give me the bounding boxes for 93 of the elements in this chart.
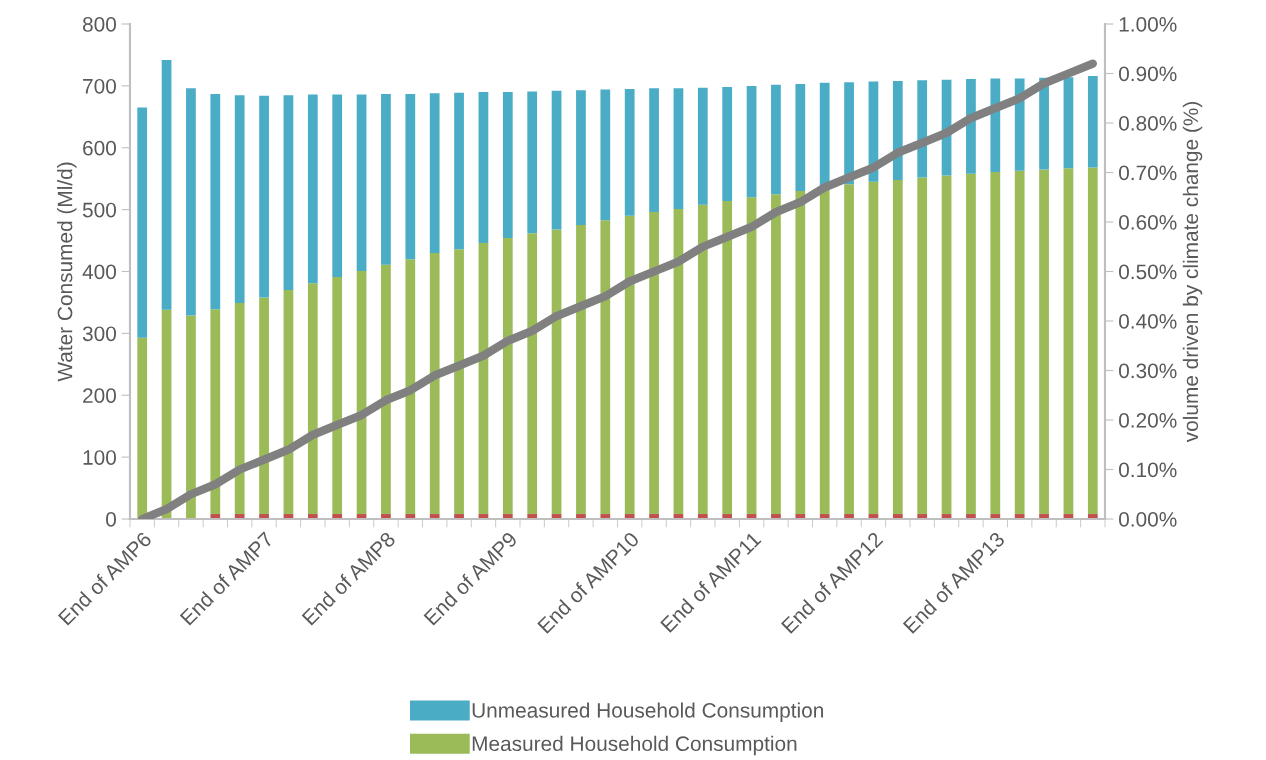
y-tick-label: 800 xyxy=(82,17,116,32)
bar xyxy=(210,93,221,310)
bar xyxy=(722,87,733,201)
y-tick-label: 400 xyxy=(82,264,116,280)
bar xyxy=(746,85,757,198)
bar xyxy=(405,93,416,260)
y-axis-title: Water Consumed (Ml/d) xyxy=(57,162,77,382)
y2-axis-title: volume driven by climate change (%) xyxy=(1182,101,1203,443)
bar xyxy=(600,89,611,221)
bar xyxy=(673,88,684,210)
bar xyxy=(454,249,464,515)
bar xyxy=(259,95,269,298)
bar xyxy=(576,90,586,226)
bar xyxy=(307,283,318,515)
bar xyxy=(307,94,318,284)
bar xyxy=(1039,77,1049,170)
legend-label: Unmeasured Household Consumption xyxy=(472,702,823,722)
bar xyxy=(795,84,806,192)
bar xyxy=(161,59,172,310)
y2-tick-label: 0.40% xyxy=(1119,314,1177,329)
bar xyxy=(137,107,148,338)
bar xyxy=(234,303,245,515)
bar xyxy=(429,252,440,515)
y-tick-label: 0 xyxy=(106,512,116,527)
bar xyxy=(527,233,538,515)
bar xyxy=(381,264,391,515)
bar xyxy=(844,82,854,185)
bar xyxy=(137,337,148,519)
y-tick-label: 600 xyxy=(83,140,116,156)
y2-tick-label: 0.90% xyxy=(1119,66,1177,82)
bar xyxy=(576,225,586,515)
bar xyxy=(478,92,489,244)
bar xyxy=(868,181,879,515)
bar xyxy=(210,309,221,515)
y2-tick-label: 0.30% xyxy=(1119,363,1177,379)
bar xyxy=(722,200,733,515)
bar xyxy=(332,94,343,278)
bar xyxy=(1063,77,1074,169)
bar xyxy=(892,80,903,180)
bar xyxy=(1063,168,1074,515)
bar xyxy=(429,93,440,253)
bar xyxy=(600,220,611,515)
bar xyxy=(259,297,269,515)
y2-tick-label: 0.10% xyxy=(1119,462,1177,478)
y2-tick-label: 0.20% xyxy=(1119,413,1177,428)
y-tick-label: 300 xyxy=(82,326,116,342)
bar xyxy=(1039,169,1049,515)
y2-tick-label: 0.70% xyxy=(1119,165,1177,181)
bar xyxy=(1014,170,1025,515)
bar xyxy=(649,88,659,213)
y-tick-label: 200 xyxy=(83,388,116,403)
bar xyxy=(283,95,294,291)
bar xyxy=(941,175,952,515)
bar xyxy=(381,93,391,265)
bar xyxy=(746,197,757,515)
bar xyxy=(917,177,928,515)
bar xyxy=(502,92,513,239)
bar xyxy=(990,78,1001,172)
y2-tick-label: 0.80% xyxy=(1119,116,1177,131)
y2-tick-label: 0.00% xyxy=(1119,512,1177,527)
y2-tick-label: 0.60% xyxy=(1119,215,1177,230)
bar xyxy=(332,277,343,515)
bar xyxy=(697,204,708,515)
bar xyxy=(795,191,806,515)
bar xyxy=(1087,75,1098,168)
bar xyxy=(405,259,416,515)
y2-tick-label: 1.00% xyxy=(1119,17,1177,32)
bar xyxy=(454,92,464,250)
bar xyxy=(649,212,659,515)
bar xyxy=(624,215,635,515)
bar xyxy=(990,171,1001,515)
bar xyxy=(356,94,367,271)
bar xyxy=(892,179,903,515)
y-tick-label: 700 xyxy=(83,78,116,94)
y2-tick-label: 0.50% xyxy=(1119,264,1177,280)
y-tick-label: 100 xyxy=(83,450,116,465)
bar xyxy=(234,95,245,304)
bar xyxy=(1087,167,1098,515)
bar xyxy=(502,238,513,515)
bar xyxy=(819,82,830,187)
legend-label: Measured Household Consumption xyxy=(472,735,797,756)
bar xyxy=(697,87,708,205)
y-tick-label: 500 xyxy=(82,202,116,218)
bar xyxy=(551,90,562,230)
bar xyxy=(771,84,781,195)
bar xyxy=(917,80,928,178)
bar xyxy=(624,88,635,216)
bar xyxy=(966,173,976,515)
bar xyxy=(186,315,196,519)
bar xyxy=(771,194,781,515)
bar xyxy=(527,91,538,234)
bar xyxy=(844,184,854,515)
bar xyxy=(186,88,196,316)
